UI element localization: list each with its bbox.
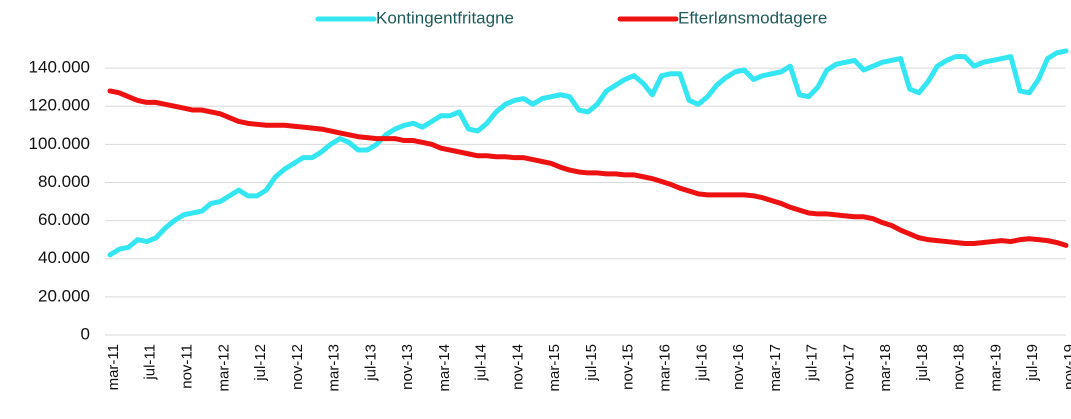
y-tick-label: 60.000 bbox=[38, 210, 90, 229]
x-tick-label: mar-13 bbox=[326, 344, 343, 392]
x-tick-label: mar-17 bbox=[767, 344, 784, 392]
x-tick-label: jul-15 bbox=[583, 344, 600, 382]
x-tick-label: jul-19 bbox=[1024, 344, 1041, 382]
x-tick-label: mar-16 bbox=[657, 344, 674, 392]
x-tick-label: mar-15 bbox=[546, 344, 563, 392]
y-tick-label: 140.000 bbox=[29, 58, 90, 77]
x-tick-label: nov-15 bbox=[620, 344, 637, 390]
x-tick-label: nov-16 bbox=[730, 344, 747, 390]
x-tick-label: nov-19 bbox=[1061, 344, 1071, 390]
series-line bbox=[107, 48, 1069, 258]
x-tick-label: jul-18 bbox=[914, 344, 931, 382]
x-tick-label: mar-12 bbox=[215, 344, 232, 392]
x-tick-label: mar-18 bbox=[877, 344, 894, 392]
legend-label: Efterlønsmodtagere bbox=[678, 8, 827, 27]
y-tick-label: 20.000 bbox=[38, 286, 90, 305]
x-tick-label: jul-12 bbox=[252, 344, 269, 382]
x-tick-label: nov-14 bbox=[509, 344, 526, 390]
series-line bbox=[107, 88, 1069, 248]
legend-label: Kontingentfritagne bbox=[376, 8, 514, 27]
x-tick-label: mar-19 bbox=[987, 344, 1004, 392]
y-tick-label: 40.000 bbox=[38, 248, 90, 267]
y-tick-label: 100.000 bbox=[29, 134, 90, 153]
y-tick-label: 0 bbox=[81, 324, 90, 343]
x-tick-label: jul-13 bbox=[362, 344, 379, 382]
x-tick-label: nov-11 bbox=[179, 344, 196, 389]
y-tick-label: 120.000 bbox=[29, 96, 90, 115]
x-tick-label: mar-11 bbox=[105, 344, 122, 390]
x-tick-label: jul-16 bbox=[693, 344, 710, 382]
x-tick-label: jul-11 bbox=[142, 344, 159, 381]
x-tick-label: jul-14 bbox=[473, 344, 490, 382]
y-tick-label: 80.000 bbox=[38, 172, 90, 191]
x-tick-label: mar-14 bbox=[436, 344, 453, 392]
x-tick-label: nov-12 bbox=[289, 344, 306, 390]
x-tick-label: nov-17 bbox=[840, 344, 857, 390]
x-tick-label: nov-18 bbox=[951, 344, 968, 390]
x-tick-label: nov-13 bbox=[399, 344, 416, 390]
x-tick-label: jul-17 bbox=[804, 344, 821, 382]
